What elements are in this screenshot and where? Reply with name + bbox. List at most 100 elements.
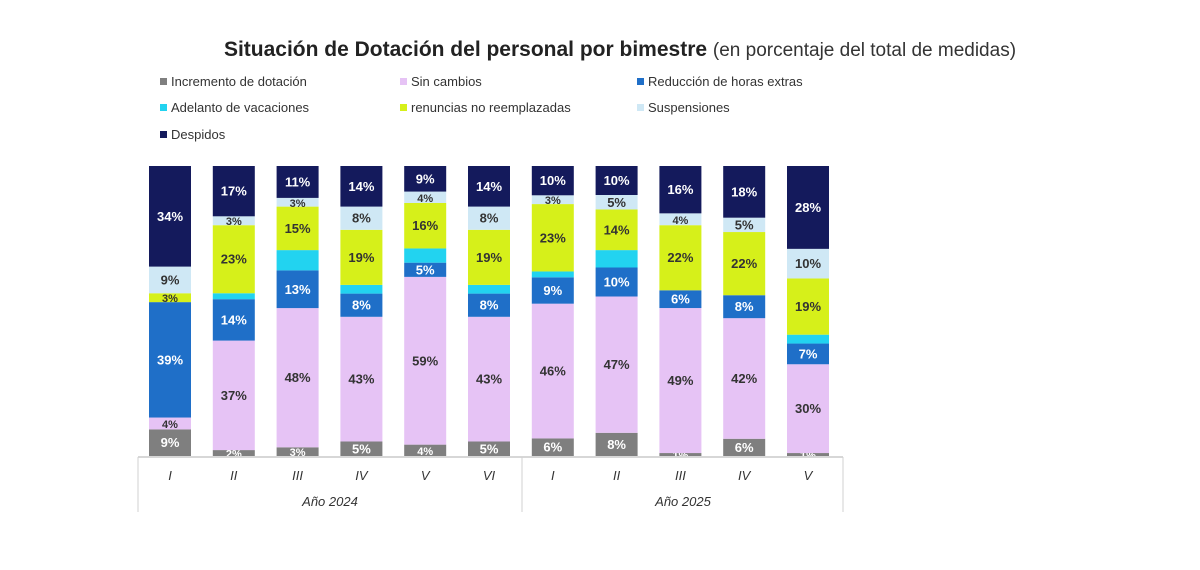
bar-segment bbox=[531, 438, 574, 456]
bar-segment bbox=[276, 206, 319, 251]
bar-segment bbox=[531, 204, 574, 272]
bar-segment bbox=[212, 450, 255, 456]
bar-segment bbox=[149, 417, 191, 430]
bar-segment bbox=[404, 166, 447, 192]
bar-segment bbox=[276, 308, 319, 448]
x-tick-label: VI bbox=[483, 468, 496, 483]
bar-segment bbox=[276, 270, 319, 309]
legend-label: Incremento de dotación bbox=[171, 74, 307, 89]
x-tick-label: II bbox=[613, 468, 621, 483]
bar-segment bbox=[404, 262, 447, 277]
data-label: 3% bbox=[226, 216, 242, 228]
data-label: 23% bbox=[221, 252, 247, 267]
bar-segment bbox=[149, 302, 191, 418]
x-tick-label: IV bbox=[738, 468, 752, 483]
data-label: 18% bbox=[731, 184, 757, 199]
bar-segment bbox=[404, 191, 447, 203]
data-label: 4% bbox=[417, 446, 433, 458]
bar-segment bbox=[595, 195, 638, 210]
bar-segment bbox=[212, 340, 255, 451]
data-label: 9% bbox=[161, 435, 180, 450]
data-label: 5% bbox=[607, 195, 626, 210]
legend-item-sin-cambios: Sin cambios bbox=[400, 74, 482, 89]
data-label: 34% bbox=[157, 209, 183, 224]
data-label: 59% bbox=[412, 353, 438, 368]
data-label: 8% bbox=[352, 211, 371, 226]
bar-segment bbox=[468, 441, 510, 456]
bar-segment bbox=[149, 293, 191, 303]
bar-segment bbox=[404, 202, 447, 249]
data-label: 10% bbox=[795, 256, 821, 271]
data-label: 19% bbox=[476, 250, 502, 265]
bar-segment bbox=[212, 225, 255, 294]
legend-item-renuncias-no-reemplazadas: renuncias no reemplazadas bbox=[400, 100, 571, 115]
bar-segment bbox=[595, 166, 638, 195]
legend-swatch bbox=[160, 78, 167, 85]
bar-segment bbox=[787, 334, 829, 344]
legend-swatch bbox=[400, 78, 407, 85]
chart-title-main: Situación de Dotación del personal por b… bbox=[223, 38, 708, 61]
x-tick-label: III bbox=[675, 468, 686, 483]
legend-label: Reducción de horas extras bbox=[648, 74, 803, 89]
data-label: 14% bbox=[604, 222, 630, 237]
data-label: 14% bbox=[476, 179, 502, 194]
legend-label: Suspensiones bbox=[648, 100, 730, 115]
data-label: 10% bbox=[540, 173, 566, 188]
bar-segment bbox=[723, 295, 766, 319]
bar-segment bbox=[276, 250, 319, 271]
bar-segment bbox=[659, 166, 702, 214]
legend-item-incremento-de-dotación: Incremento de dotación bbox=[160, 74, 307, 89]
legend-item-adelanto-de-vacaciones: Adelanto de vacaciones bbox=[160, 100, 309, 115]
data-label: 9% bbox=[543, 283, 562, 298]
group-label: Año 2025 bbox=[654, 494, 711, 509]
legend-swatch bbox=[160, 131, 167, 138]
data-label: 8% bbox=[607, 437, 626, 452]
group-label: Año 2024 bbox=[301, 494, 358, 509]
data-label: 3% bbox=[545, 195, 561, 207]
bar-segment bbox=[659, 225, 702, 291]
data-label: 6% bbox=[543, 440, 562, 455]
data-label: 49% bbox=[667, 373, 693, 388]
bar-segment bbox=[468, 293, 510, 317]
data-label: 9% bbox=[416, 171, 435, 186]
data-label: 30% bbox=[795, 401, 821, 416]
x-tick-label: V bbox=[421, 468, 431, 483]
bar-segment bbox=[340, 293, 383, 317]
x-tick-label: II bbox=[230, 468, 238, 483]
bar-segment bbox=[340, 441, 383, 456]
bar-segment bbox=[531, 277, 574, 304]
data-label: 22% bbox=[667, 250, 693, 265]
bar-segment bbox=[468, 206, 510, 230]
bar-segment bbox=[595, 209, 638, 251]
bar-segment bbox=[723, 318, 766, 439]
data-label: 19% bbox=[795, 299, 821, 314]
data-label: 5% bbox=[352, 441, 371, 456]
legend-label: Adelanto de vacaciones bbox=[171, 100, 310, 115]
bar-segment bbox=[149, 166, 191, 267]
data-label: 17% bbox=[221, 184, 247, 199]
data-label: 28% bbox=[795, 200, 821, 215]
chart-title: Situación de Dotación del personal por b… bbox=[0, 38, 1200, 62]
x-tick-label: III bbox=[292, 468, 303, 483]
data-label: 22% bbox=[731, 256, 757, 271]
data-label: 8% bbox=[480, 298, 499, 313]
bar-segment bbox=[276, 447, 319, 456]
bar-segment bbox=[787, 166, 829, 249]
bar-segment bbox=[212, 216, 255, 226]
bar-segment bbox=[212, 299, 255, 341]
legend-swatch bbox=[637, 104, 644, 111]
bar-segment bbox=[468, 284, 510, 294]
bar-segment bbox=[595, 296, 638, 433]
x-tick-label: I bbox=[551, 468, 555, 483]
data-label: 14% bbox=[348, 179, 374, 194]
bar-segment bbox=[468, 316, 510, 442]
bar-segment bbox=[531, 271, 574, 278]
data-label: 4% bbox=[672, 215, 688, 227]
data-label: 13% bbox=[285, 282, 311, 297]
data-label: 2% bbox=[226, 449, 242, 461]
bar-segment bbox=[340, 229, 383, 285]
legend-label: Despidos bbox=[171, 127, 226, 142]
data-label: 10% bbox=[604, 173, 630, 188]
data-label: 46% bbox=[540, 364, 566, 379]
data-label: 47% bbox=[604, 357, 630, 372]
